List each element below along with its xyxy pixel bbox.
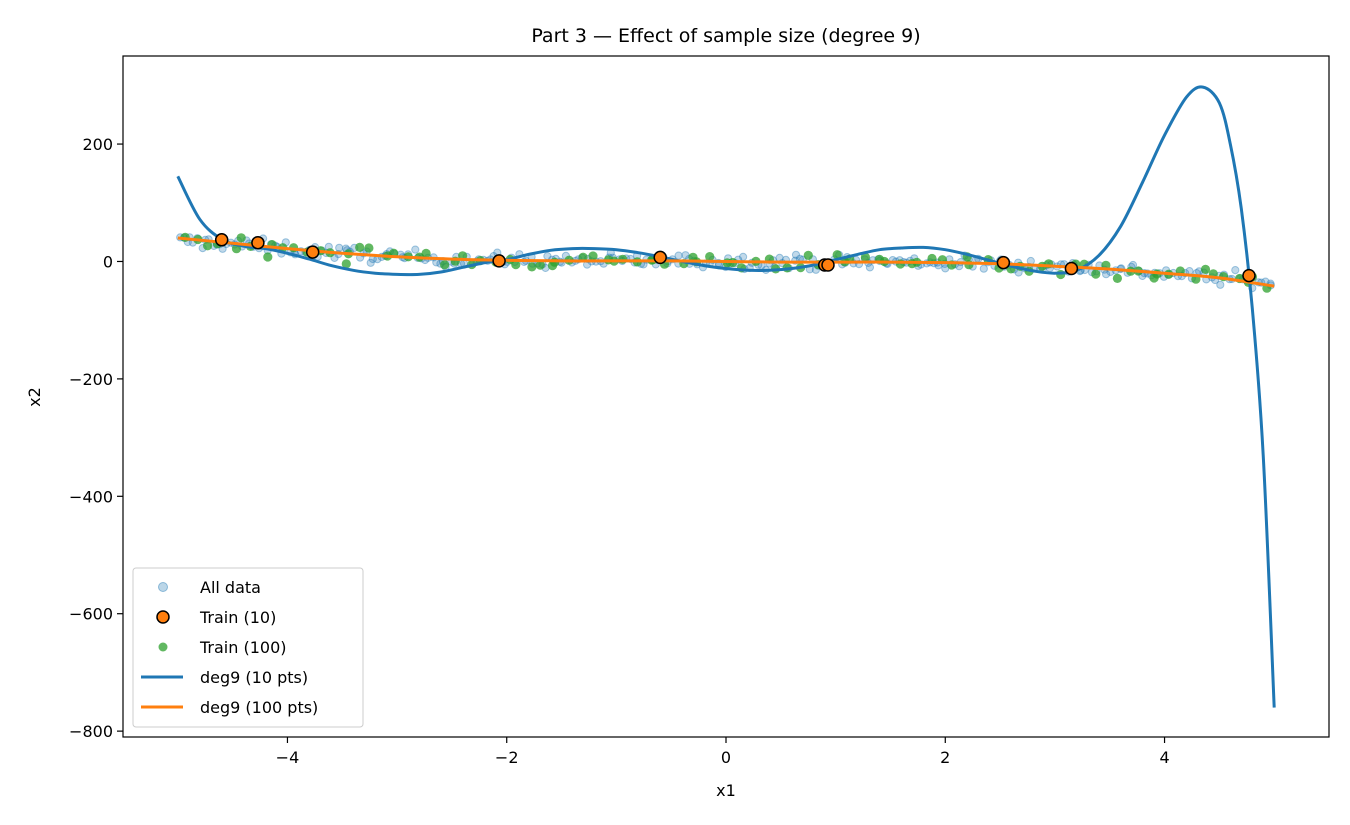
train-100-point (421, 248, 431, 258)
all-data-point (366, 258, 375, 267)
all-data-point (791, 250, 801, 259)
x-tick-label: 4 (1159, 748, 1169, 767)
train-10-point (1242, 268, 1256, 283)
x-axis-ticks: −4 −2 0 2 4 (276, 737, 1170, 767)
y-axis-label: x2 (25, 387, 44, 407)
all-data-point (411, 245, 420, 254)
y-axis-ticks: 200 0 −200 −400 −600 −800 (69, 135, 123, 741)
all-data-point (335, 243, 344, 252)
all-data-point (1102, 270, 1111, 279)
x-tick-label: −2 (495, 748, 519, 767)
train-100-point (527, 262, 537, 272)
legend-marker-all-data (158, 582, 168, 592)
train-100-point (355, 242, 365, 252)
train-10-point (305, 245, 320, 259)
train-100-point (440, 260, 450, 270)
train-100-point (1200, 264, 1211, 274)
all-data-point (979, 264, 988, 273)
legend-box (132, 567, 364, 728)
y-tick-label: −600 (69, 605, 113, 624)
all-data-point (1216, 280, 1225, 289)
x-axis-label: x1 (716, 781, 736, 800)
legend: All data Train (10) Train (100) deg9 (10… (132, 567, 364, 728)
fit-10-line (176, 85, 1276, 708)
fit-100-line-group (177, 236, 1275, 288)
train-10-points (214, 233, 1256, 283)
train-100-point (263, 252, 273, 262)
train-100-point (341, 259, 351, 269)
legend-marker-train-10 (156, 610, 170, 624)
train-10-point (821, 258, 835, 272)
train-10-point (653, 250, 667, 265)
train-100-point (364, 243, 374, 253)
x-tick-label: 0 (721, 748, 731, 767)
legend-label-train-100: Train (100) (199, 638, 287, 657)
x-tick-label: −4 (276, 748, 300, 767)
train-100-point (236, 233, 246, 243)
train-100-point (535, 260, 545, 270)
legend-label-fit-100: deg9 (100 pts) (200, 698, 318, 717)
fit-100-line (177, 236, 1275, 288)
all-data-point (865, 263, 875, 272)
y-tick-label: −200 (69, 370, 113, 389)
train-100-point (588, 251, 598, 261)
train-100-point (705, 252, 715, 262)
train-100-point (511, 260, 521, 270)
train-100-point (203, 241, 213, 251)
train-100-point (803, 250, 813, 260)
chart-title: Part 3 — Effect of sample size (degree 9… (531, 25, 920, 47)
all-data-point (739, 252, 748, 261)
legend-marker-train-100 (158, 642, 168, 652)
train-100-point (927, 253, 937, 264)
train-100-point (832, 250, 842, 260)
fit-10-line-group (176, 85, 1276, 708)
legend-label-fit-10: deg9 (10 pts) (200, 668, 308, 687)
all-data-point (674, 251, 683, 260)
all-data-point (1231, 266, 1240, 275)
train-10-point (251, 235, 265, 250)
train-100-point (1091, 269, 1101, 279)
train-100-point (1112, 273, 1122, 283)
train-100-point (618, 254, 628, 264)
x-tick-label: 2 (940, 748, 950, 767)
y-tick-label: 200 (82, 135, 113, 154)
train-100-point (860, 252, 871, 262)
train-10-point (492, 254, 506, 268)
legend-label-train-10: Train (10) (199, 608, 276, 627)
legend-label-all-data: All data (200, 578, 261, 597)
y-tick-label: −400 (69, 487, 113, 506)
y-tick-label: −800 (69, 722, 113, 741)
train-10-point (996, 255, 1011, 270)
train-10-point (214, 233, 229, 247)
y-tick-label: 0 (103, 252, 113, 271)
train-10-point (1064, 261, 1079, 276)
